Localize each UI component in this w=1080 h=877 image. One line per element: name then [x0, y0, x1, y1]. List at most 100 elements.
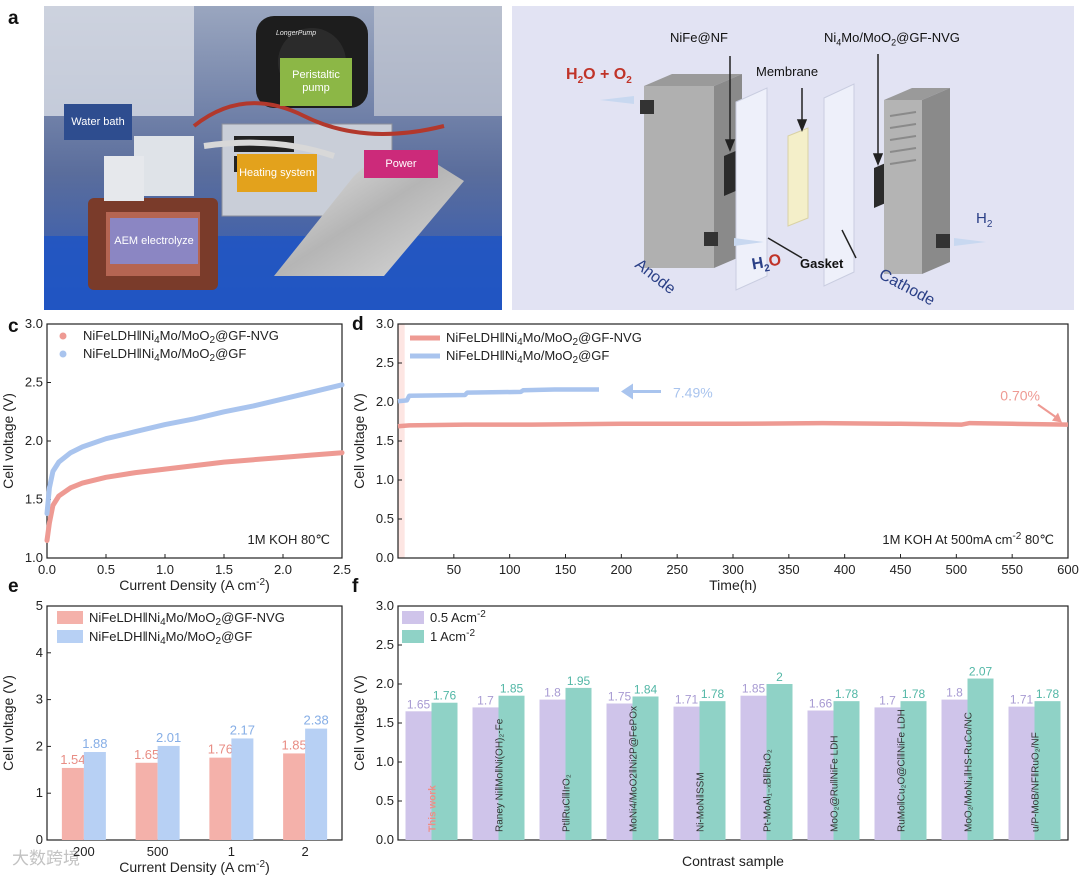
chart-d-xtick-label: 100: [499, 562, 521, 577]
chart-f-bar-label: 1.78: [701, 687, 725, 701]
chart-e-bar-label: 1.54: [60, 752, 85, 767]
chart-d-series-line: [397, 420, 1069, 429]
chart-d-xtick-label: 600: [1057, 562, 1079, 577]
chart-d-xtick-label: 200: [610, 562, 632, 577]
chart-e-legend-label: NiFeLDH‖Ni4Mo/MoO2@GF-NVG: [89, 610, 285, 628]
chart-f-bar: [565, 687, 592, 840]
chart-e-ytick-label: 4: [36, 645, 43, 660]
chart-f-bar-label: 1.76: [433, 689, 457, 703]
chart-c-ytick-label: 1.5: [25, 492, 43, 507]
chart-e-ylabel: Cell voltage (V): [0, 675, 16, 771]
schematic-drawing: [600, 54, 986, 291]
chart-c-ytick-label: 2.5: [25, 375, 43, 390]
anode-electrode: [724, 150, 738, 196]
chart-d-annotation-gf: 7.49%: [673, 385, 713, 401]
chart-e-ytick-label: 5: [36, 598, 43, 613]
chart-e-bar-label: 1.85: [281, 737, 306, 752]
chart-f-category-label: Pt‖RuCl‖IrO₂: [562, 774, 573, 832]
chart-f-bar-label: 1.78: [835, 687, 859, 701]
chart-f-ytick-label: 3.0: [376, 598, 394, 613]
chart-f-bar: [632, 696, 659, 840]
chart-c-annotation: 1M KOH 80℃: [247, 532, 330, 547]
chart-f-category-label: Pt-MoAl₁₋ₓB‖RuO₂: [763, 749, 774, 832]
chart-d-xtick-label: 400: [834, 562, 856, 577]
chart-c-xtick-label: 1.5: [215, 562, 233, 577]
chart-f-bar-label: 2: [776, 670, 783, 684]
chart-f-ytick-label: 1.5: [376, 715, 394, 730]
chart-f-bar-label: 2.07: [969, 665, 993, 679]
chart-f-bar: [941, 699, 968, 840]
chart-d-axes-frame: [397, 323, 1069, 559]
arrow-out-o2: [600, 96, 634, 104]
panel-d-label: d: [352, 314, 364, 335]
chart-f-category-label: MoNi4/MoO2‖Ni2P@FePOx: [629, 706, 640, 832]
chart-f-legend-label: 0.5 Acm-2: [430, 609, 486, 625]
heating-label: Heating system: [237, 154, 317, 192]
chart-d-legend-label: NiFeLDH‖Ni4Mo/MoO2@GF: [446, 348, 609, 366]
chart-f-legend-marker: [402, 611, 424, 624]
chart-f-bar: [766, 684, 793, 840]
chart-f-bar: [967, 678, 994, 840]
chart-f-bar-label: 1.78: [1036, 687, 1060, 701]
chart-c: 1.0 1.5 2.0 2.5 3.0 Cell voltage (V) 0.0 0.5 1.0…: [0, 316, 351, 593]
chart-f-bar-label: 1.66: [809, 697, 833, 711]
gasket-right: [823, 83, 855, 287]
chart-f-category-label: u/P-MoB/NF‖RuO₂/NF: [1031, 732, 1042, 832]
chart-f-bar: [874, 707, 901, 840]
chart-c-ytick-label: 2.0: [25, 433, 43, 448]
chart-d-ytick-label: 2.5: [376, 355, 394, 370]
power-label: Power: [364, 150, 438, 178]
watermark: 大数跨境: [12, 849, 80, 869]
label-nife-nf: NiFe@NF: [670, 30, 728, 45]
chart-d-legend-label: NiFeLDH‖Ni4Mo/MoO2@GF-NVG: [446, 330, 642, 348]
panel-a-label: a: [8, 8, 19, 29]
chart-d-series-line: [397, 387, 599, 404]
panel-e-label: e: [8, 576, 19, 597]
chart-c-axes-frame: [46, 323, 343, 559]
chart-f-bar: [1008, 706, 1035, 840]
label-gasket: Gasket: [800, 256, 844, 271]
chart-f-category-label: MoO₂/MoNi₄‖HS-RuCo/NC: [964, 712, 975, 832]
chart-e-bar: [83, 752, 106, 840]
chart-d-annotation: 1M KOH At 500mA cm-2 80℃: [882, 531, 1054, 547]
chart-e-ytick-label: 2: [36, 738, 43, 753]
chart-d-shade: [398, 324, 405, 558]
chart-f-bar: [673, 706, 700, 840]
chart-c-legend-label: NiFeLDH‖Ni4Mo/MoO2@GF: [83, 346, 246, 364]
chart-f-category-label: Raney Ni‖Mo‖Ni(OH)₂-Fe: [495, 718, 506, 832]
chart-f-legend-label: 1 Acm-2: [430, 628, 475, 644]
chart-c-xtick-label: 0.0: [38, 562, 56, 577]
chart-f-bar-label: 1.84: [634, 682, 658, 696]
label-cathode-material: Ni4Mo/MoO2@GF-NVG: [824, 30, 960, 48]
chart-e-bar: [231, 738, 254, 840]
chart-f-bar: [539, 699, 566, 840]
pump-label: Peristaltic pump: [280, 58, 352, 106]
aem-label: AEM electrolyze: [110, 218, 198, 264]
chart-d-arrow2-shaft: [1037, 403, 1059, 420]
chart-f-bar: [472, 707, 499, 840]
chart-e-bar-label: 2.38: [303, 713, 328, 728]
chart-f-bar-label: 1.75: [608, 690, 632, 704]
chart-e-bar: [209, 757, 232, 840]
photo-setup: Water bath Peristaltic pump Heating syst…: [44, 6, 502, 310]
chart-c-xtick-label: 2.0: [274, 562, 292, 577]
chart-f-bar: [606, 703, 633, 840]
panel-c-label: c: [8, 316, 19, 337]
chart-f-bar-label: 1.85: [742, 682, 766, 696]
chart-c-ylabel: Cell voltage (V): [0, 393, 16, 489]
chart-f-bar-label: 1.7: [879, 693, 896, 707]
chart-f-bar-label: 1.8: [544, 686, 561, 700]
chart-e-ytick-label: 3: [36, 692, 43, 707]
chart-f-bar-label: 1.78: [902, 687, 926, 701]
chart-f-bar-label: 1.71: [1010, 693, 1034, 707]
chart-d-ytick-label: 0.0: [376, 550, 394, 565]
chart-f-axes-frame: [397, 605, 1069, 841]
chart-e-bar-label: 2.01: [156, 730, 181, 745]
chart-f-bar-label: 1.85: [500, 682, 524, 696]
chart-d-ytick-label: 3.0: [376, 316, 394, 331]
chart-d-annotation-nvg: 0.70%: [1000, 388, 1040, 404]
anode-port-top: [640, 100, 654, 114]
chart-c-xtick-label: 2.5: [333, 562, 351, 577]
chart-f-category-label: RuMo‖Cu₂O@Cl‖NiFe LDH: [897, 709, 908, 832]
chart-d-xtick-label: 300: [722, 562, 744, 577]
